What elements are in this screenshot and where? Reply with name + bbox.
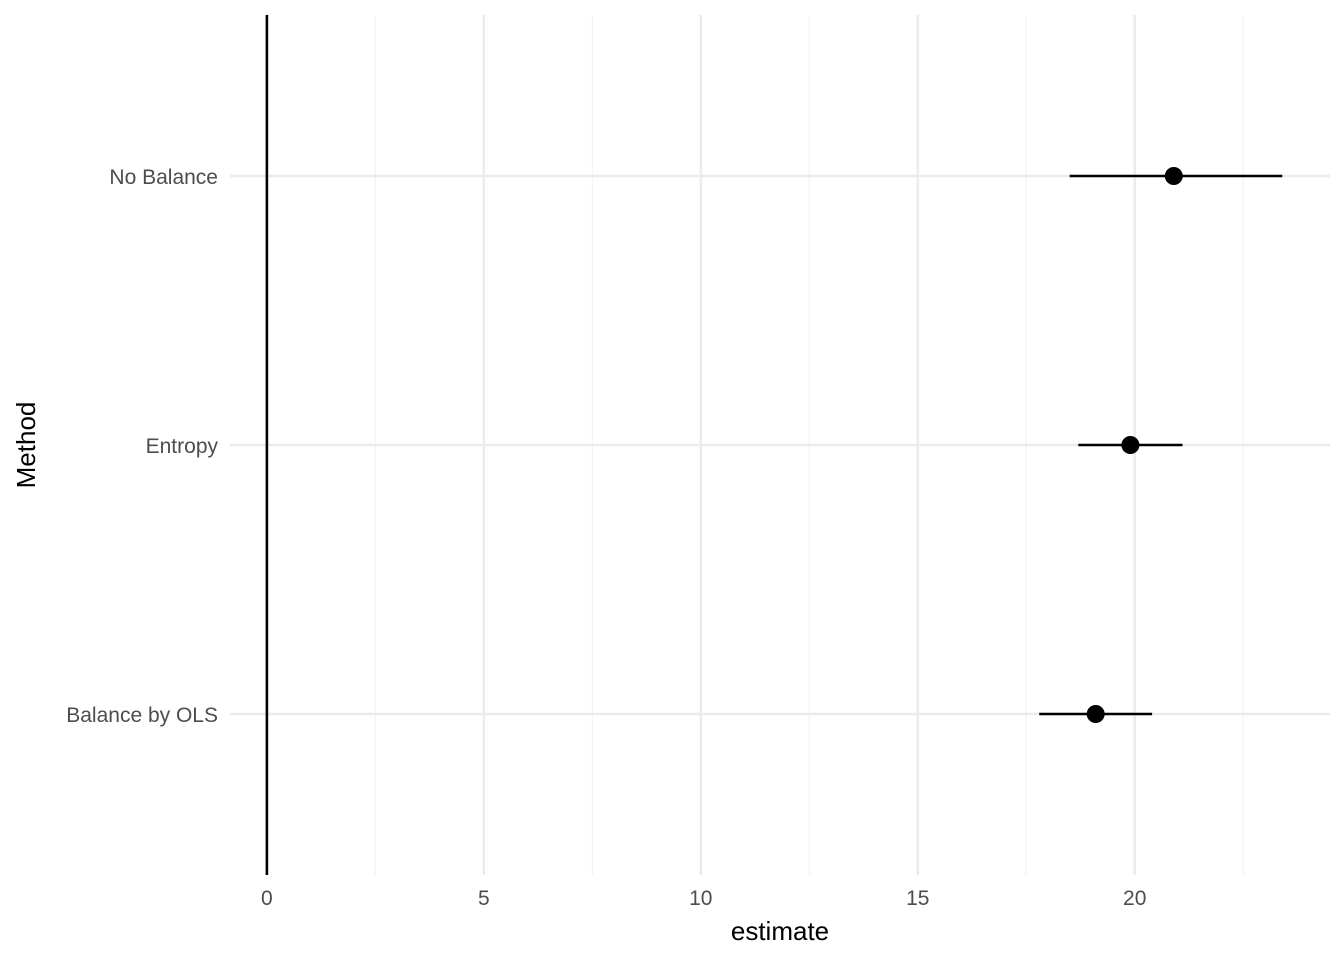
x-tick-label-1: 5 [478,887,490,910]
y-tick-label-2: Balance by OLS [66,704,218,727]
y-axis-title: Method [11,402,41,489]
x-axis-labels: 0 5 10 15 20 [261,887,1146,910]
x-axis-title: estimate [731,916,829,946]
x-tick-label-3: 15 [906,887,929,910]
y-tick-label-1: Entropy [146,435,219,458]
y-tick-label-0: No Balance [109,166,218,189]
x-tick-label-2: 10 [689,887,712,910]
estimate-marks [1039,167,1283,723]
estimate-point-2 [1086,705,1105,723]
x-tick-label-4: 20 [1123,887,1146,910]
y-axis-labels: No Balance Entropy Balance by OLS [66,166,218,727]
estimate-point-0 [1164,167,1183,185]
x-tick-label-0: 0 [261,887,273,910]
estimate-point-1 [1121,436,1140,454]
